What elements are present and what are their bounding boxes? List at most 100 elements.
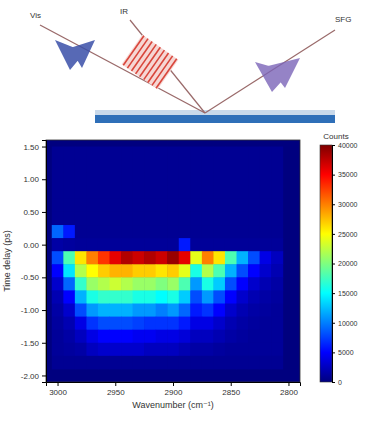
cell <box>167 356 179 370</box>
cell <box>190 251 202 265</box>
cell <box>75 147 87 161</box>
pulse-ir-line <box>140 47 161 76</box>
cell <box>144 186 156 200</box>
cell <box>121 304 133 318</box>
tick-mark <box>42 147 46 148</box>
cell <box>98 212 110 226</box>
cell <box>225 264 237 278</box>
cell <box>237 173 249 187</box>
cell <box>190 277 202 291</box>
cell <box>121 173 133 187</box>
cell <box>202 330 214 344</box>
tick: -0.50 <box>21 273 46 282</box>
cell <box>121 238 133 252</box>
cell <box>98 225 110 239</box>
pulse-ir-body <box>122 35 179 90</box>
cell <box>98 356 110 370</box>
cell <box>121 264 133 278</box>
tick: 1.00 <box>23 175 46 184</box>
cell <box>225 330 237 344</box>
cell <box>213 330 225 344</box>
cell <box>110 251 122 265</box>
cell <box>121 356 133 370</box>
cell <box>237 290 249 304</box>
cell <box>260 317 272 331</box>
colorbar <box>320 145 332 382</box>
cell <box>248 343 260 357</box>
cell <box>133 225 145 239</box>
cell <box>260 356 272 370</box>
plot-frame <box>46 140 300 382</box>
cell <box>75 356 87 370</box>
cell <box>98 317 110 331</box>
cell <box>121 317 133 331</box>
cell <box>98 199 110 213</box>
cell <box>86 343 98 357</box>
cell <box>75 251 87 265</box>
cell <box>225 147 237 161</box>
cell <box>144 290 156 304</box>
tick-mark <box>42 343 46 344</box>
tick-label: 2850 <box>222 388 240 397</box>
cell <box>63 317 75 331</box>
cell <box>225 343 237 357</box>
cell <box>167 186 179 200</box>
cell <box>237 356 249 370</box>
cell <box>110 343 122 357</box>
tick-label: 20000 <box>338 260 358 267</box>
cell <box>167 343 179 357</box>
tick: 15000 <box>332 290 358 297</box>
tick-label: 35000 <box>338 171 358 178</box>
cell <box>202 264 214 278</box>
cells <box>52 147 283 370</box>
cell <box>63 199 75 213</box>
cell <box>237 343 249 357</box>
cell <box>133 343 145 357</box>
cell <box>190 264 202 278</box>
cell <box>156 147 168 161</box>
tick: -1.50 <box>21 339 46 348</box>
cell <box>86 238 98 252</box>
cell <box>98 173 110 187</box>
cell <box>110 186 122 200</box>
cell <box>63 186 75 200</box>
cell <box>248 212 260 226</box>
x-axis-title: Wavenumber (cm⁻¹) <box>132 400 213 410</box>
tick-mark <box>332 323 335 324</box>
cell <box>133 186 145 200</box>
tick-mark <box>42 179 46 180</box>
tick-label: 2900 <box>165 388 183 397</box>
cell <box>237 330 249 344</box>
cell <box>52 277 64 291</box>
cell <box>225 356 237 370</box>
cell <box>75 264 87 278</box>
cell <box>144 199 156 213</box>
cell <box>202 212 214 226</box>
cell <box>179 160 191 174</box>
cell <box>110 173 122 187</box>
beam-out <box>205 30 335 113</box>
cell <box>86 356 98 370</box>
cell <box>133 160 145 174</box>
cell <box>52 317 64 331</box>
cell <box>248 264 260 278</box>
tick: 2800 <box>280 382 298 397</box>
cell <box>98 264 110 278</box>
cell <box>271 173 283 187</box>
cell <box>156 330 168 344</box>
cell <box>190 199 202 213</box>
cell <box>75 330 87 344</box>
cell <box>63 160 75 174</box>
cell <box>213 290 225 304</box>
cell <box>144 330 156 344</box>
cell <box>190 304 202 318</box>
tick-label: -1.00 <box>21 306 40 315</box>
tick-label: -0.50 <box>21 273 40 282</box>
cell <box>86 304 98 318</box>
cell <box>52 147 64 161</box>
cell <box>190 186 202 200</box>
y-axis: 1.501.000.500.00-0.50-1.00-1.50-2.00 <box>21 141 47 383</box>
cell <box>86 186 98 200</box>
cell <box>144 173 156 187</box>
cell <box>260 330 272 344</box>
